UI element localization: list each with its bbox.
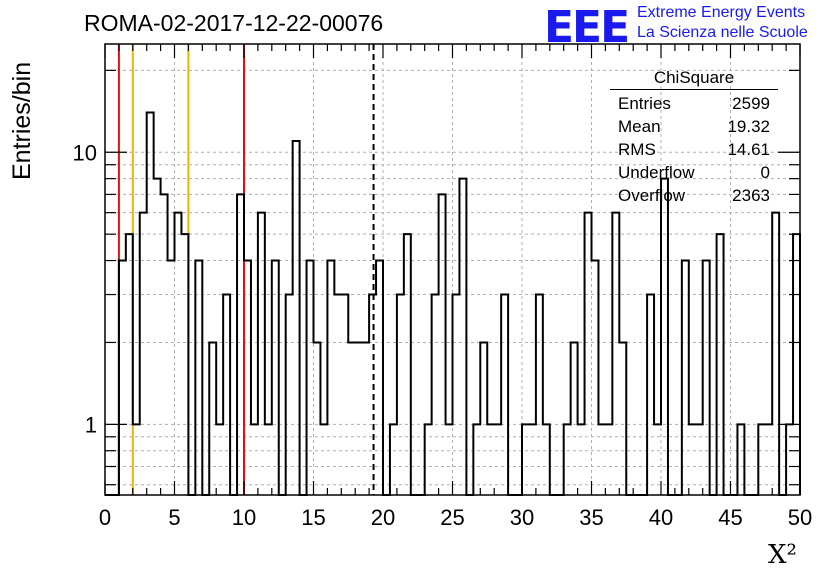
stats-box: ChiSquare Entries 2599 Mean 19.32 RMS 14… xyxy=(610,68,778,207)
x-tick-label: 35 xyxy=(579,505,603,530)
stats-row-overflow: Overflow 2363 xyxy=(610,184,778,207)
x-axis-label: X² xyxy=(768,540,797,570)
stats-label: RMS xyxy=(618,140,656,159)
x-tick-label: 15 xyxy=(301,505,325,530)
stats-label: Overflow xyxy=(618,186,686,205)
stats-row-mean: Mean 19.32 xyxy=(610,115,778,138)
stats-row-underflow: Underflow 0 xyxy=(610,161,778,184)
stats-label: Mean xyxy=(618,117,661,136)
histogram-series xyxy=(105,111,801,496)
x-tick-label: 10 xyxy=(232,505,256,530)
stats-row-rms: RMS 14.61 xyxy=(610,138,778,161)
run-title: ROMA-02-2017-12-22-00076 xyxy=(84,10,384,36)
x-tick-label: 0 xyxy=(99,505,111,530)
stats-value: 2599 xyxy=(732,94,770,113)
org-line-1: Extreme Energy Events xyxy=(637,4,806,21)
y-tick-label: 1 xyxy=(85,412,97,437)
x-tick-label: 5 xyxy=(168,505,180,530)
stats-title: ChiSquare xyxy=(610,68,778,90)
stats-label: Underflow xyxy=(618,163,695,182)
stats-row-entries: Entries 2599 xyxy=(610,92,778,115)
y-tick-label: 10 xyxy=(73,140,97,165)
stats-label: Entries xyxy=(618,94,671,113)
stats-value: 2363 xyxy=(732,186,770,205)
x-tick-label: 40 xyxy=(649,505,673,530)
x-tick-label: 20 xyxy=(371,505,395,530)
stats-value: 14.61 xyxy=(727,140,770,159)
org-line-2: La Scienza nelle Scuole xyxy=(637,24,808,41)
x-tick-label: 50 xyxy=(788,505,812,530)
stats-value: 19.32 xyxy=(727,117,770,136)
stats-value: 0 xyxy=(760,163,770,182)
x-tick-label: 45 xyxy=(718,505,742,530)
x-tick-label: 25 xyxy=(440,505,464,530)
x-tick-label: 30 xyxy=(510,505,534,530)
